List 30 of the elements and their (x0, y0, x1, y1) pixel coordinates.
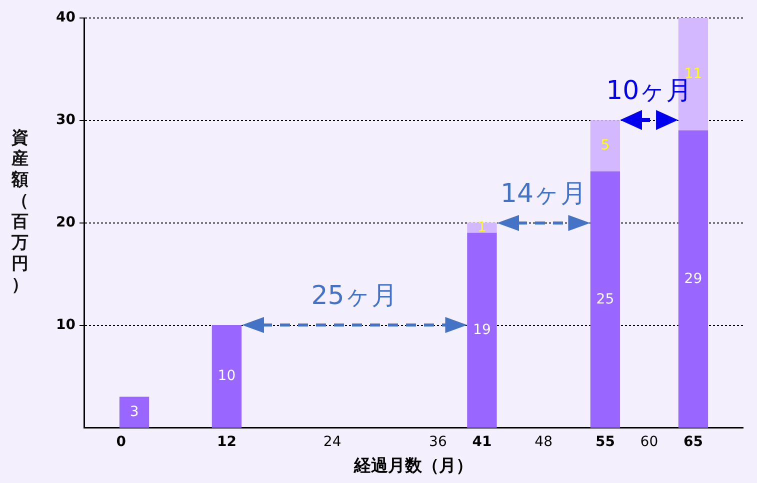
data-label: 5 (600, 138, 610, 154)
bar (678, 130, 708, 428)
annotation: 14ヶ月 (500, 178, 587, 209)
data-label: 1 (478, 220, 486, 236)
x-tick-label: 60 (640, 434, 658, 450)
bar (119, 396, 150, 428)
x-tick-label: 55 (595, 434, 615, 450)
bar (467, 232, 497, 428)
y-tick-label: 40 (56, 10, 76, 26)
y-axis-title: 資産額（百万円） (10, 128, 30, 296)
y-tick-label: 20 (56, 214, 76, 231)
bar (212, 325, 242, 428)
bar (590, 171, 620, 428)
x-tick-label: 65 (683, 434, 703, 450)
y-tick-label: 10 (56, 316, 76, 333)
data-label: 29 (684, 270, 702, 287)
y-tick-label: 30 (56, 112, 76, 128)
data-label: 25 (596, 291, 614, 308)
x-axis-title: 経過月数（月） (353, 456, 474, 476)
x-tick-label: 41 (472, 434, 492, 450)
bar (590, 120, 620, 172)
annotation: 25ヶ月 (311, 281, 398, 312)
x-tick-label: 24 (323, 434, 342, 450)
data-label: 19 (473, 322, 491, 338)
x-tick-label: 0 (116, 434, 126, 450)
data-label: 3 (130, 404, 139, 420)
data-label: 10 (218, 368, 236, 384)
x-tick-label: 36 (429, 434, 447, 450)
x-tick-label: 12 (216, 434, 236, 450)
x-tick-label: 48 (534, 434, 552, 450)
